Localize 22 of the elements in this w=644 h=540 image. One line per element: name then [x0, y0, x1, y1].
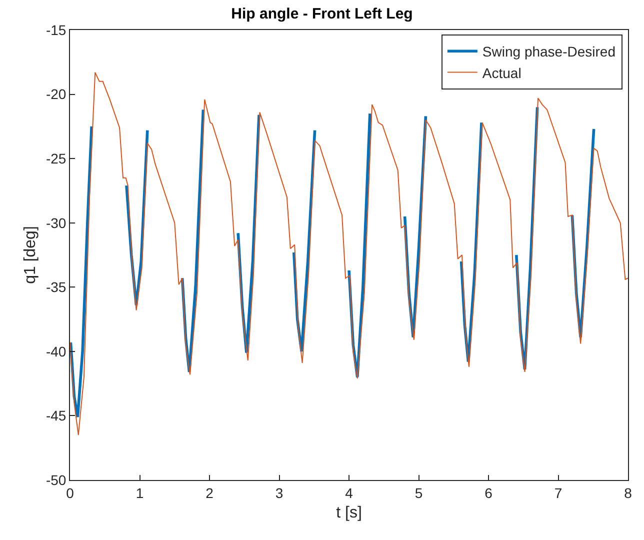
legend-label: Swing phase-Desired	[482, 44, 616, 60]
y-tick-label: -15	[46, 22, 66, 38]
chart-title: Hip angle - Front Left Leg	[231, 6, 413, 23]
x-tick-label: 1	[136, 484, 144, 501]
y-tick-label: -20	[46, 86, 66, 102]
x-axis-title: t [s]	[336, 504, 362, 522]
x-tick-label: 8	[624, 484, 632, 501]
x-tick-label: 2	[206, 484, 214, 501]
y-axis-title: q1 [deg]	[22, 226, 39, 284]
x-tick-label: 5	[414, 484, 423, 501]
y-tick-label: -45	[46, 408, 66, 424]
y-tick-label: -40	[46, 343, 66, 360]
x-tick-label: 3	[275, 484, 284, 501]
legend-label: Actual	[482, 64, 522, 81]
x-tick-label: 7	[554, 484, 562, 501]
y-tick-label: -35	[46, 279, 66, 296]
x-tick-label: 0	[66, 484, 74, 501]
y-tick-label: -30	[46, 214, 66, 231]
y-tick-label: -50	[46, 472, 66, 488]
y-tick-label: -25	[46, 150, 66, 166]
x-tick-label: 6	[484, 484, 493, 501]
x-tick-label: 4	[345, 484, 354, 501]
